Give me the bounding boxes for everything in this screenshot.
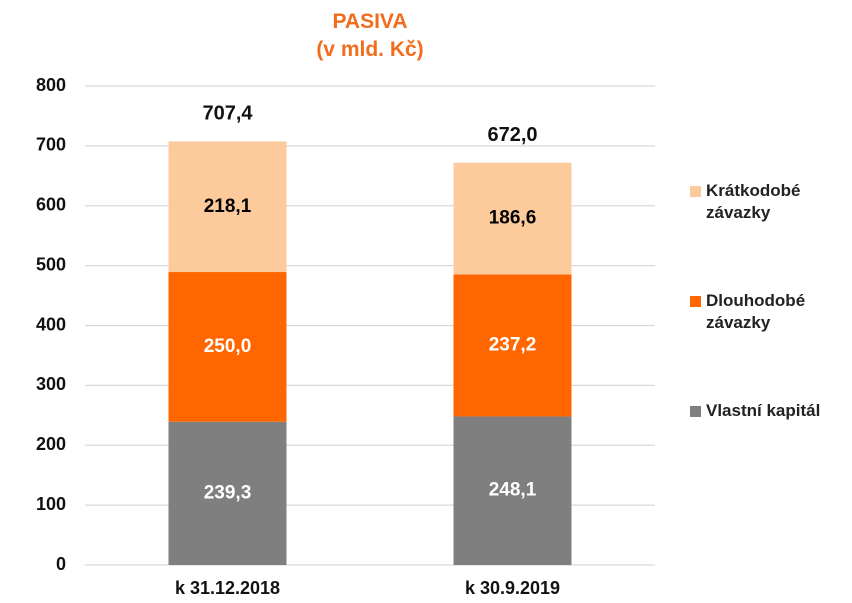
y-tick-label: 0 <box>56 554 66 574</box>
bar-segment <box>453 162 572 275</box>
legend-swatch <box>690 296 701 307</box>
chart-subtitle: (v mld. Kč) <box>316 38 424 61</box>
y-tick-label: 100 <box>36 494 66 514</box>
legend-label: Dlouhodobé závazky <box>706 291 806 332</box>
legend-swatch <box>690 406 701 417</box>
value-label: 218,1 <box>204 196 252 217</box>
total-label: 707,4 <box>202 103 253 125</box>
y-tick-label: 800 <box>36 75 66 95</box>
legend-label: Vlastní kapitál <box>706 401 821 420</box>
total-label: 672,0 <box>487 124 537 146</box>
y-tick-label: 400 <box>36 314 66 334</box>
value-label: 239,3 <box>204 482 252 503</box>
bar-segment <box>168 272 287 422</box>
chart-title: PASIVA <box>332 10 408 33</box>
bar-segment <box>453 416 572 565</box>
bar-segment <box>453 274 572 417</box>
bar-segment <box>168 141 287 273</box>
legend-swatch <box>690 186 701 197</box>
y-tick-label: 700 <box>36 135 66 155</box>
y-tick-label: 200 <box>36 434 66 454</box>
y-tick-label: 500 <box>36 254 66 274</box>
value-label: 237,2 <box>489 334 537 355</box>
legend-label: Krátkodobé závazky <box>706 181 801 222</box>
value-label: 250,0 <box>204 336 252 357</box>
value-label: 186,6 <box>489 208 537 229</box>
value-label: 248,1 <box>489 480 537 501</box>
y-tick-label: 600 <box>36 195 66 215</box>
x-tick-label: k 30.9.2019 <box>465 578 560 598</box>
x-tick-label: k 31.12.2018 <box>175 578 280 598</box>
bar-segment <box>168 421 287 565</box>
y-tick-label: 300 <box>36 374 66 394</box>
